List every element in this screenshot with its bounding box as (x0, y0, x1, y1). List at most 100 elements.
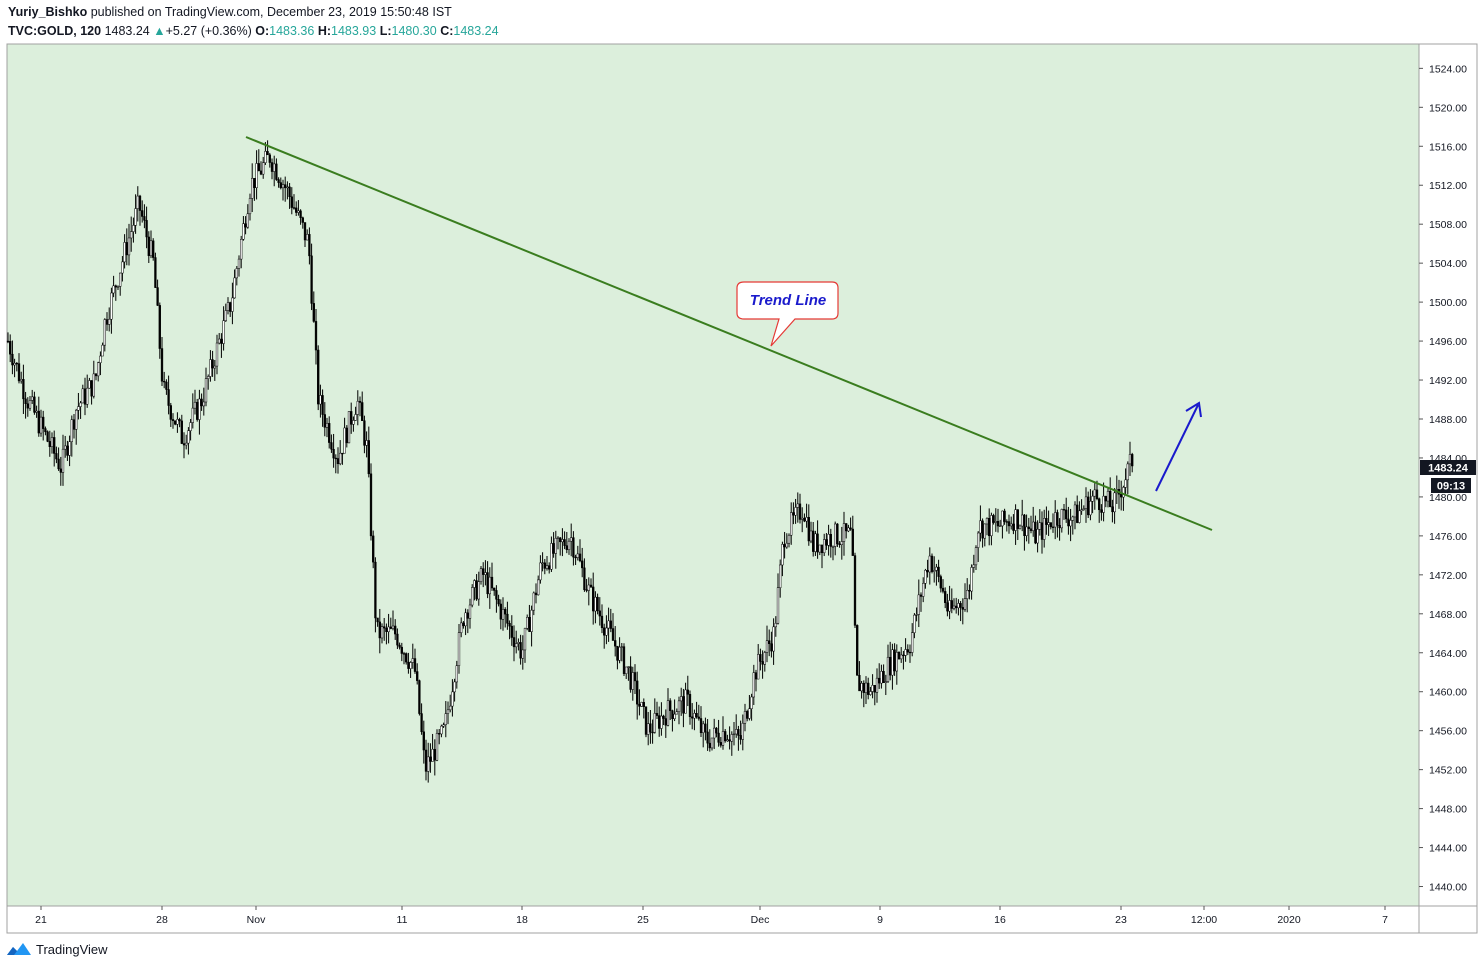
candle-body (702, 723, 705, 734)
trend-line-callout[interactable]: Trend Line (736, 281, 839, 347)
candle-body (59, 468, 62, 473)
candle-body (380, 626, 384, 639)
time-tick-label: 16 (994, 914, 1006, 926)
candle-body (462, 622, 465, 627)
candle-body (649, 723, 652, 733)
candle-body (433, 748, 436, 761)
forecast-arrow[interactable] (1155, 401, 1202, 492)
candle-body (248, 198, 252, 215)
candle-body (99, 355, 102, 364)
candle-body (435, 733, 439, 761)
candle-body (543, 562, 546, 569)
candle-body (240, 239, 243, 260)
candle-body (622, 646, 626, 674)
candle-body (446, 709, 450, 714)
candle-body (774, 622, 777, 628)
candle-body (110, 292, 113, 320)
candle-body (823, 539, 826, 554)
candle-body (1106, 490, 1110, 502)
countdown-box (1431, 478, 1471, 493)
candle-body (213, 365, 216, 369)
candle-body (277, 179, 280, 183)
candle-body (141, 210, 144, 217)
arrow-shaft (1155, 404, 1199, 492)
candle-body (385, 627, 388, 632)
candle-body (794, 507, 797, 516)
candle-body (757, 654, 760, 680)
candle-body (288, 186, 291, 197)
candle-body (530, 609, 533, 632)
candle-body (319, 395, 322, 405)
candle-body (343, 427, 346, 454)
candle-body (746, 711, 749, 719)
candle-body (1071, 516, 1074, 521)
candle-body (754, 672, 758, 680)
candle-body (464, 612, 467, 627)
candle-body (266, 151, 269, 156)
candle-body (1056, 512, 1059, 526)
candle-body (132, 225, 135, 232)
candle-body (996, 521, 1000, 527)
candle-body (735, 729, 738, 735)
candle-body (1082, 508, 1085, 510)
candle-body (891, 649, 894, 676)
candle-body (301, 217, 304, 223)
candle-body (1049, 522, 1052, 528)
candle-body (1111, 506, 1114, 513)
candle-body (251, 178, 254, 199)
price-tick-label: 1512.00 (1429, 180, 1467, 192)
last-price-text: 1483.24 (1428, 463, 1469, 475)
candle-body (545, 565, 549, 569)
candle-body (284, 184, 287, 189)
axis-corner (1418, 905, 1478, 934)
author-name[interactable]: Yuriy_Bishko (8, 5, 88, 19)
candle-body (497, 599, 500, 605)
candle-body (578, 553, 582, 562)
candle-body (638, 703, 641, 707)
last-value: 1483.24 (104, 24, 150, 38)
candle-series (6, 140, 1134, 783)
candle-body (130, 231, 133, 239)
candle-body (820, 544, 824, 554)
candle-body (561, 539, 564, 543)
candle-body (559, 537, 562, 543)
price-tick-group: 1524.00 1520.00 1516.00 1512.00 1508.00 1504.… (1419, 63, 1467, 894)
candle-body (167, 389, 170, 406)
candle-body (193, 401, 197, 409)
trend-line[interactable] (245, 136, 1213, 531)
candle-body (332, 448, 335, 459)
candle-body (1069, 520, 1072, 527)
candle-body (695, 713, 698, 718)
candle-body (834, 523, 837, 547)
candle-body (286, 186, 289, 189)
candle-body (259, 170, 263, 175)
plot-area[interactable] (6, 43, 1420, 907)
candle-body (691, 716, 694, 719)
candle-body (81, 388, 84, 404)
candle-body (669, 700, 672, 711)
candle-body (680, 696, 683, 702)
candle-body (922, 583, 925, 597)
candle-body (345, 427, 348, 444)
candle-body (1113, 492, 1116, 513)
candle-body (688, 694, 692, 718)
candle-body (726, 739, 729, 742)
footer-brand[interactable]: TradingView (6, 941, 108, 957)
candle-body (761, 661, 764, 665)
candle-body (664, 718, 667, 726)
candle-body (807, 517, 810, 542)
last-price-box (1420, 460, 1476, 475)
candle-body (372, 535, 375, 563)
candle-body (61, 448, 65, 473)
candle-body (1065, 509, 1068, 520)
candle-body (211, 359, 214, 369)
candle-body (1131, 454, 1134, 467)
time-axis[interactable] (6, 905, 1420, 934)
candle-body (328, 423, 331, 443)
candle-body (275, 163, 278, 180)
candle-body (917, 594, 920, 615)
candle-body (204, 378, 208, 403)
candle-body (583, 567, 586, 590)
candle-body (145, 220, 148, 238)
